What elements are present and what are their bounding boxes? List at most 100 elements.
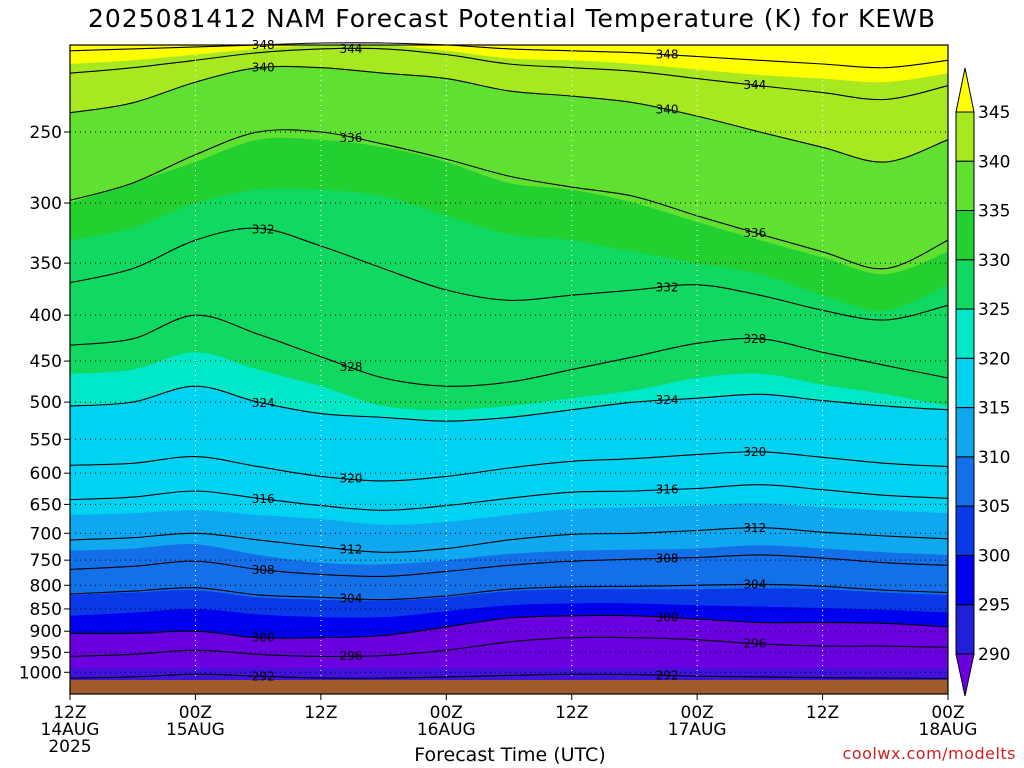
colorbar-box [955, 160, 975, 212]
y-tick-label-900: 900 [30, 622, 62, 642]
colorbar-label-345: 345 [978, 103, 1010, 123]
contour-label-304: 304 [743, 577, 766, 591]
contour-label-336: 336 [340, 131, 363, 145]
colorbar-label-315: 315 [978, 399, 1010, 419]
x-tick-label: 12Z [53, 703, 86, 723]
contour-label-328: 328 [340, 360, 363, 374]
contour-label-300: 300 [656, 610, 679, 624]
contour-312 [69, 527, 949, 553]
colorbar-label-330: 330 [978, 251, 1010, 271]
x-tick-label: 00Z [931, 703, 964, 723]
colorbar-label-325: 325 [978, 300, 1010, 320]
y-tick-label-1000: 1000 [19, 663, 62, 683]
x-tick-label: 00Z [179, 703, 212, 723]
contour-label-320: 320 [340, 472, 363, 486]
y-axis: 2503003504004505005506006507007508008509… [19, 123, 70, 683]
colorbar: 345 340 335 330 325 320 315 310 305 300 295 290 [955, 67, 1010, 697]
colorbar-label-300: 300 [978, 546, 1010, 566]
contour-label-344: 344 [743, 78, 766, 92]
contour-340 [69, 65, 949, 163]
contour-label-336: 336 [743, 226, 766, 240]
colorbar-label-290: 290 [978, 645, 1010, 665]
x-tick-label: 2025 [48, 737, 91, 757]
contour-316 [69, 484, 949, 511]
contour-label-292: 292 [656, 668, 679, 682]
colorbar-box [955, 456, 975, 507]
contour-label-324: 324 [252, 396, 275, 410]
colorbar-label-310: 310 [978, 448, 1010, 468]
y-tick-label-450: 450 [30, 352, 62, 372]
colorbar-box [955, 604, 975, 655]
contour-label-312: 312 [743, 521, 766, 535]
contour-label-340: 340 [252, 61, 275, 75]
filled-contours [70, 44, 948, 680]
contour-332 [69, 227, 949, 321]
contour-label-348: 348 [656, 48, 679, 62]
colorbar-box [955, 407, 975, 458]
y-tick-label-300: 300 [30, 194, 62, 214]
y-tick-label-350: 350 [30, 254, 62, 274]
contour-296 [69, 636, 949, 658]
contour-336 [69, 129, 949, 270]
fill-band-345 [70, 44, 948, 83]
y-tick-label-600: 600 [30, 464, 62, 484]
contour-label-300: 300 [252, 631, 275, 645]
contour-label-296: 296 [340, 649, 363, 663]
contour-328 [69, 314, 949, 387]
x-tick-label: 18AUG [919, 720, 978, 740]
contour-label-316: 316 [252, 492, 275, 506]
contour-label-312: 312 [340, 543, 363, 557]
colorbar-label-320: 320 [978, 349, 1010, 369]
y-tick-label-400: 400 [30, 306, 62, 326]
contour-label-332: 332 [252, 223, 275, 237]
colorbar-box [955, 357, 975, 409]
x-tick-label: 00Z [430, 703, 463, 723]
x-tick-label: 12Z [806, 703, 839, 723]
colorbar-bottom-arrow [955, 653, 975, 697]
y-tick-label-500: 500 [30, 393, 62, 413]
x-tick-label: 12Z [304, 703, 337, 723]
chart-title: 2025081412 NAM Forecast Potential Temper… [87, 4, 937, 33]
contour-lines [69, 42, 949, 680]
fill-band-340 [70, 45, 948, 163]
colorbar-label-340: 340 [978, 152, 1010, 172]
contour-label-332: 332 [656, 280, 679, 294]
colorbar-box [955, 554, 975, 606]
contour-labels: 292 292 296 296 300 300 304 304 308 308 312 312 316 3… [252, 38, 767, 683]
contour-300 [69, 614, 949, 639]
contour-label-296: 296 [743, 637, 766, 651]
x-tick-label: 15AUG [166, 720, 225, 740]
y-tick-label-700: 700 [30, 524, 62, 544]
contour-308 [69, 554, 949, 578]
contour-label-308: 308 [252, 563, 275, 577]
credit-text: coolwx.com/modelts [842, 744, 1016, 763]
colorbar-box [955, 259, 975, 310]
contour-label-308: 308 [656, 551, 679, 565]
contour-label-348: 348 [252, 38, 275, 52]
x-tick-label: 14AUG [41, 720, 100, 740]
contour-292 [69, 673, 949, 680]
contour-320 [69, 451, 949, 482]
colorbar-box [955, 111, 975, 162]
colorbar-label-305: 305 [978, 497, 1010, 517]
colorbar-top-arrow [955, 67, 975, 113]
contour-label-316: 316 [656, 483, 679, 497]
plot-frame [69, 44, 949, 695]
contour-label-344: 344 [340, 42, 363, 56]
y-tick-label-750: 750 [30, 551, 62, 571]
y-tick-label-800: 800 [30, 576, 62, 596]
contour-label-320: 320 [743, 445, 766, 459]
contour-label-328: 328 [743, 332, 766, 346]
y-tick-label-850: 850 [30, 600, 62, 620]
contour-304 [69, 583, 949, 601]
x-tick-label: 12Z [555, 703, 588, 723]
contour-344 [69, 47, 949, 101]
colorbar-label-335: 335 [978, 202, 1010, 222]
colorbar-box [955, 308, 975, 359]
y-tick-label-650: 650 [30, 495, 62, 515]
colorbar-box [955, 210, 975, 261]
fill-band-low [70, 668, 948, 680]
contour-348 [69, 42, 949, 69]
